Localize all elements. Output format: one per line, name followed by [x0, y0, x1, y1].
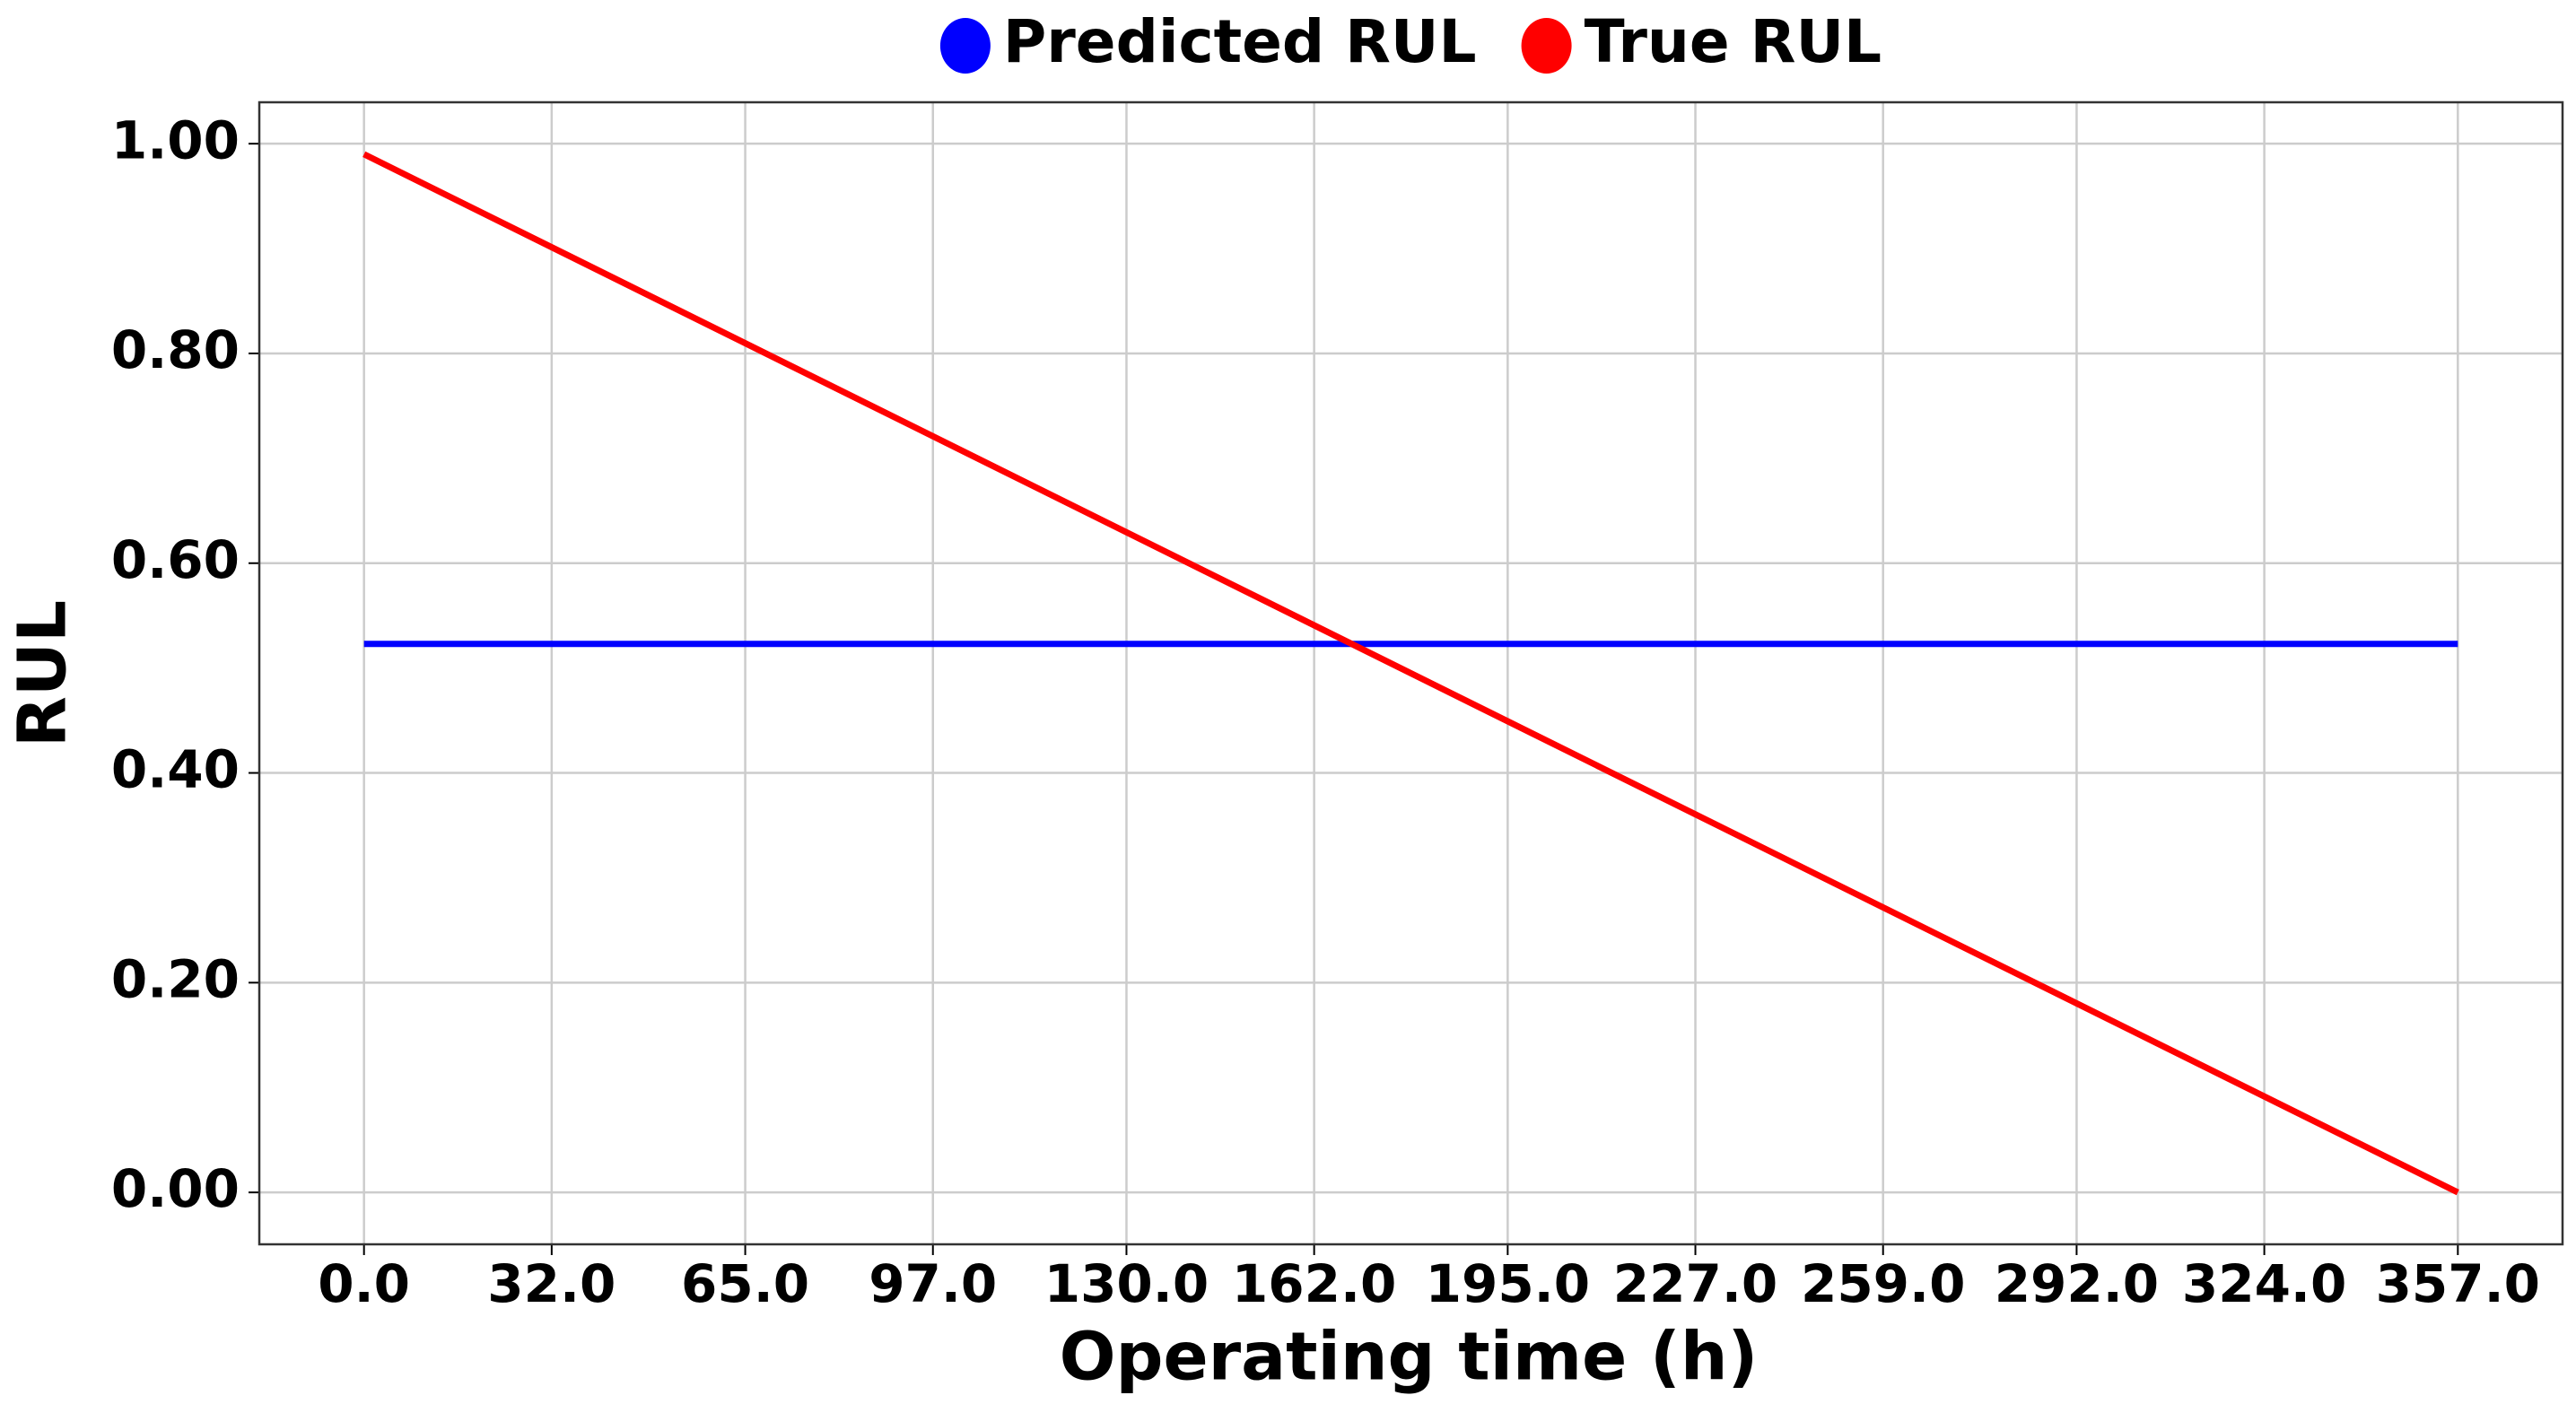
- y-tick-label: 0.80: [111, 319, 240, 380]
- plot-frame: [258, 100, 2564, 1246]
- x-tick-label: 227.0: [1613, 1253, 1777, 1314]
- x-tick-label: 97.0: [869, 1253, 997, 1314]
- x-tick-label: 324.0: [2182, 1253, 2346, 1314]
- y-tick-label: 0.60: [111, 529, 240, 590]
- legend-marker: [1521, 18, 1572, 74]
- x-tick-label: 292.0: [1995, 1253, 2159, 1314]
- x-tick-label: 0.0: [318, 1253, 410, 1314]
- x-tick-label: 195.0: [1426, 1253, 1590, 1314]
- y-tick-label: 0.40: [111, 739, 240, 800]
- legend-text: Predicted RUL: [1003, 7, 1477, 76]
- y-tick-label: 0.00: [111, 1158, 240, 1219]
- y-tick-label: 0.20: [111, 948, 240, 1009]
- x-tick-label: 162.0: [1232, 1253, 1396, 1314]
- x-tick-label: 259.0: [1801, 1253, 1965, 1314]
- legend-text: True RUL: [1585, 7, 1882, 76]
- y-axis-label: RUL: [4, 600, 82, 747]
- y-tick-label: 1.00: [111, 109, 240, 170]
- x-tick-label: 357.0: [2376, 1253, 2540, 1314]
- x-tick-label: 130.0: [1044, 1253, 1209, 1314]
- series-line: [362, 151, 2459, 1196]
- x-axis-label: Operating time (h): [1060, 1319, 1759, 1396]
- x-tick-label: 65.0: [681, 1253, 809, 1314]
- x-tick-label: 32.0: [487, 1253, 616, 1314]
- legend-marker: [939, 18, 991, 74]
